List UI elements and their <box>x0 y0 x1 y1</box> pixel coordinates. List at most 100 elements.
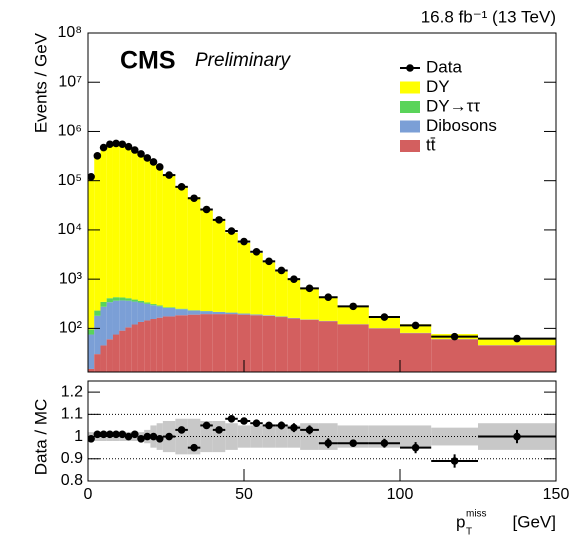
y-axis-label: Events / GeV <box>31 32 50 133</box>
stack-bar <box>337 324 369 372</box>
stack-bar <box>137 153 145 301</box>
ratio-point <box>215 426 223 434</box>
stack-bar <box>106 339 113 372</box>
stack-bar <box>112 300 120 335</box>
data-point <box>93 152 102 160</box>
legend-swatch <box>400 81 420 94</box>
data-point <box>165 171 173 179</box>
stack-bar <box>144 303 151 321</box>
data-point <box>227 227 236 235</box>
stack-bar <box>125 298 132 301</box>
legend-swatch <box>400 140 420 152</box>
stack-bar <box>368 316 400 329</box>
x-tick-label: 0 <box>84 486 93 503</box>
axes: 10² 10³ 10⁴ 10⁵ 10⁶ 10⁷ 10⁸ DataDYDY→ττDibosons… <box>57 24 569 503</box>
ratio-point <box>131 430 139 439</box>
legend-label: Dibosons <box>426 116 497 135</box>
stack-bar <box>337 305 369 325</box>
stack-bar <box>137 302 145 322</box>
stack-bar <box>237 243 251 314</box>
data-point <box>513 334 521 343</box>
stack-bar <box>175 187 188 309</box>
legend-marker <box>406 64 414 72</box>
stack-bar <box>175 309 188 316</box>
stack-bar <box>88 176 95 330</box>
stack-bar <box>300 319 319 372</box>
y-tick-label: 1.1 <box>61 406 83 423</box>
stack-bar <box>175 308 188 310</box>
stack-bar <box>125 327 132 372</box>
stack-bar <box>225 312 238 315</box>
stack-bar <box>150 161 157 305</box>
y-tick-label: 1.2 <box>61 383 83 400</box>
stack-bar <box>88 329 95 335</box>
data-point <box>149 158 158 166</box>
ratio-point <box>124 432 133 441</box>
data-point <box>118 140 127 149</box>
stack-bar <box>150 319 157 372</box>
legend-label: DY <box>426 77 450 96</box>
stack-bar <box>175 315 188 372</box>
ratio-point <box>349 439 358 448</box>
stack-bar <box>100 147 107 302</box>
stack-bar <box>200 311 213 315</box>
ratio-point <box>265 421 273 430</box>
ratio-point <box>380 439 389 448</box>
y-tick-label: 10² <box>59 320 83 337</box>
stack-bar <box>225 232 238 313</box>
x-axis-label-sub: T <box>466 527 472 538</box>
ratio-point <box>240 417 248 425</box>
data-point <box>177 183 186 191</box>
legend-label: Data <box>426 57 462 76</box>
ratio-point <box>165 432 173 441</box>
stack-bar <box>88 368 95 372</box>
stack-bar <box>100 301 107 307</box>
stack-bar <box>137 300 145 303</box>
stack-bar <box>156 305 163 307</box>
stack-bar <box>119 330 126 372</box>
stack-bar <box>131 301 138 325</box>
ratio-point <box>149 432 158 441</box>
stack-bar <box>237 313 251 315</box>
data-point <box>252 247 261 256</box>
ratio-point <box>324 439 333 448</box>
stack-bar <box>212 220 226 312</box>
x-axis-label-sup: miss <box>466 509 487 520</box>
stack-bar <box>119 144 126 298</box>
data-point <box>155 163 164 171</box>
stack-bar <box>112 143 120 298</box>
data-point <box>277 266 286 275</box>
stack-bar <box>94 155 101 311</box>
data-point <box>450 332 459 341</box>
y-tick-label: 10⁶ <box>58 123 82 140</box>
data-point <box>305 284 314 293</box>
stack-bar <box>250 314 263 316</box>
stack-bar <box>131 299 138 302</box>
legend-swatch <box>400 120 420 133</box>
stack-bar <box>119 300 126 331</box>
stack-bar <box>88 334 95 369</box>
data-point <box>240 237 248 246</box>
stack-bar <box>162 175 176 308</box>
stack-bar <box>125 146 132 299</box>
ratio-point <box>450 457 459 465</box>
ratio-point <box>137 434 145 443</box>
stack-bar <box>131 149 138 300</box>
stack-bar <box>144 157 151 303</box>
stack-bar <box>250 253 263 315</box>
x-tick-label: 100 <box>387 486 414 503</box>
data-point <box>88 172 95 181</box>
uncertainty-band <box>200 421 213 453</box>
stack-bar <box>156 166 163 306</box>
stack-bar <box>131 324 138 372</box>
stack-bar <box>212 312 226 315</box>
ratio-point <box>513 432 521 441</box>
x-tick-label: 50 <box>235 486 253 503</box>
stack-bar <box>144 302 151 304</box>
ratio-point <box>112 430 120 439</box>
ratio-point <box>290 423 298 432</box>
stack-bar <box>300 288 319 320</box>
x-axis-label: p <box>456 512 465 531</box>
data-point <box>131 146 139 154</box>
stack-bar <box>162 316 176 372</box>
